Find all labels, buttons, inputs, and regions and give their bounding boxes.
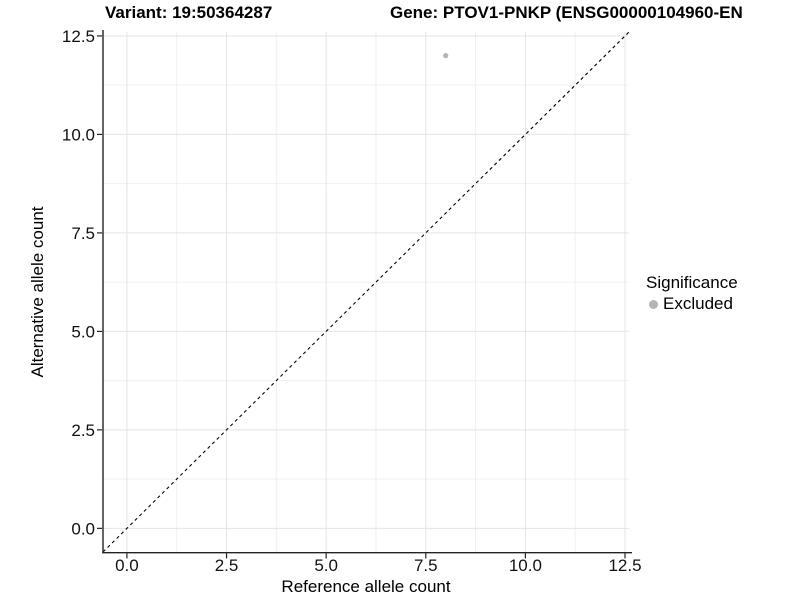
y-axis-title: Alternative allele count (28, 206, 47, 378)
y-tick-label: 10.0 (62, 125, 95, 144)
legend-item-label: Excluded (663, 294, 733, 313)
legend-item-excluded: Excluded (646, 294, 738, 314)
x-axis-title: Reference allele count (281, 577, 451, 596)
plot-title-gene: Gene: PTOV1-PNKP (ENSG00000104960-EN (390, 3, 743, 22)
legend-title: Significance (646, 273, 738, 292)
x-tick-label: 2.5 (215, 556, 239, 575)
y-tick-label: 2.5 (71, 421, 95, 440)
legend: Significance Excluded (646, 273, 738, 314)
y-tick-label: 12.5 (62, 27, 95, 46)
x-tick-label: 5.0 (314, 556, 338, 575)
x-tick-label: 7.5 (414, 556, 438, 575)
x-tick-label: 0.0 (115, 556, 139, 575)
y-tick-label: 5.0 (71, 322, 95, 341)
x-tick-label: 12.5 (608, 556, 641, 575)
identity-dashed-line (102, 31, 630, 553)
data-point (443, 53, 449, 59)
legend-circle-marker-icon (649, 299, 658, 309)
y-tick-label: 0.0 (71, 519, 95, 538)
y-tick-label: 7.5 (71, 224, 95, 243)
x-tick-label: 10.0 (509, 556, 542, 575)
plot-title-variant: Variant: 19:50364287 (105, 3, 273, 22)
